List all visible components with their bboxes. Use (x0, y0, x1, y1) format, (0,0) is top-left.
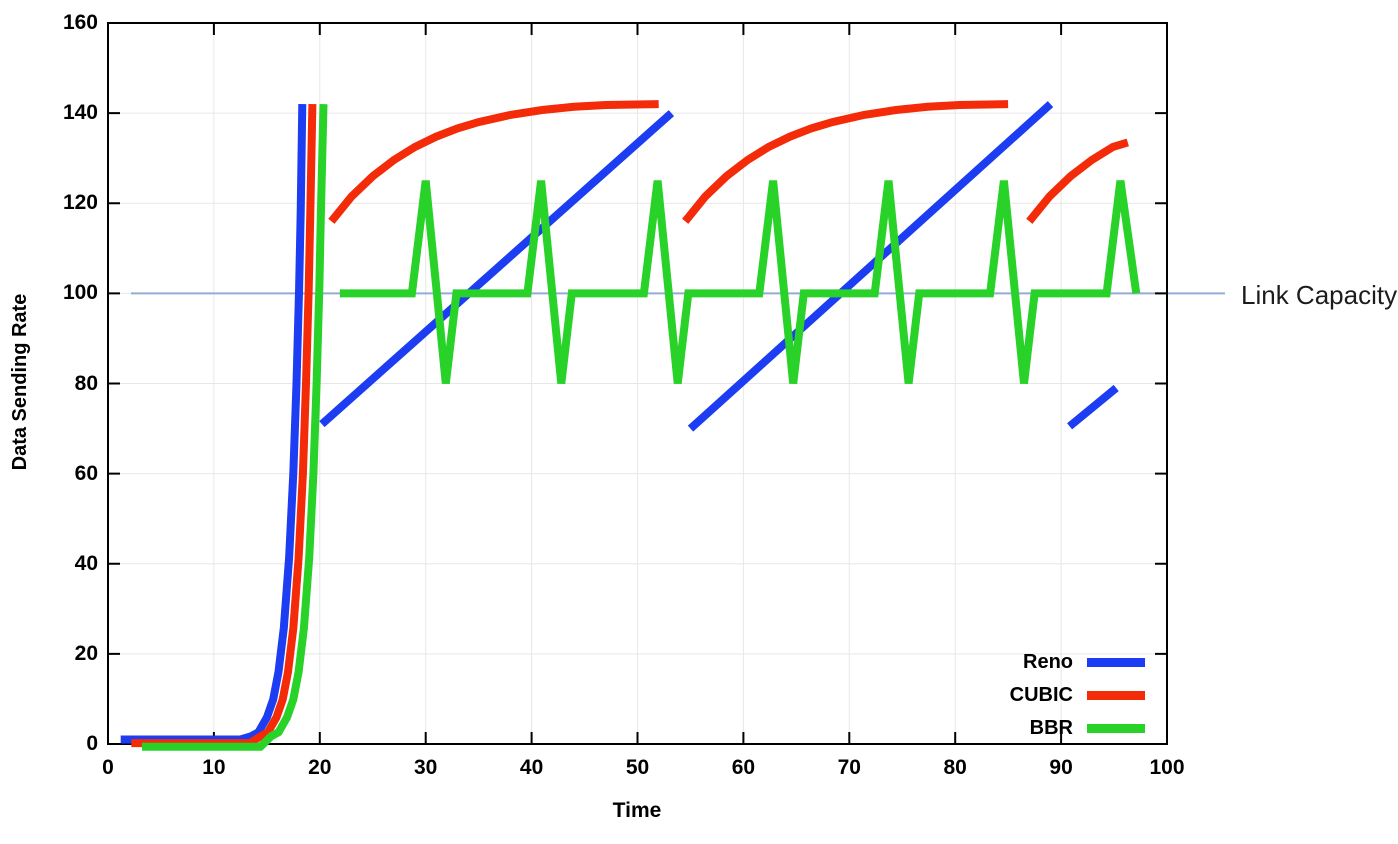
x-tick-label-40: 40 (519, 756, 544, 779)
x-tick-label-80: 80 (943, 756, 967, 779)
series-cubic-segment-1 (328, 100, 659, 224)
x-tick-label-100: 100 (1149, 756, 1185, 779)
x-tick-label-20: 20 (308, 756, 332, 779)
legend-swatch-bbr (1087, 724, 1145, 733)
x-tick-label-90: 90 (1049, 756, 1073, 779)
x-tick-label-0: 0 (102, 756, 114, 779)
y-tick-label-60: 60 (74, 461, 98, 485)
legend-label-bbr: BBR (1029, 717, 1073, 739)
y-tick-label-100: 100 (62, 281, 98, 305)
series-bbr-segment-0 (141, 104, 328, 751)
y-tick-label-20: 20 (74, 641, 98, 665)
series-cubic-segment-2 (682, 100, 1009, 224)
legend-swatch-cubic (1087, 691, 1145, 700)
y-tick-label-0: 0 (86, 732, 98, 755)
x-tick-label-10: 10 (202, 756, 226, 779)
y-tick-label-140: 140 (62, 101, 98, 125)
series-cubic-segment-3 (1026, 138, 1129, 224)
x-axis-title: Time (612, 799, 662, 822)
y-tick-label-40: 40 (74, 551, 98, 575)
y-tick-label-160: 160 (62, 11, 98, 34)
x-tick-label-70: 70 (837, 756, 861, 779)
y-tick-label-80: 80 (74, 371, 98, 395)
legend-label-cubic: CUBIC (1009, 684, 1073, 706)
series-cubic-segment-0 (131, 104, 317, 748)
series-reno-segment-1 (319, 110, 675, 428)
y-tick-label-120: 120 (62, 191, 98, 215)
legend-swatch-reno (1087, 658, 1145, 667)
legend: Reno CUBIC BBR (925, 646, 1145, 745)
legend-item-reno: Reno (925, 646, 1145, 679)
series-bbr-segment-1 (339, 180, 1141, 384)
series-reno-segment-2 (687, 101, 1054, 432)
link-capacity-label: Link Capacity (1241, 280, 1398, 310)
x-tick-label-30: 30 (414, 756, 438, 779)
series-reno-segment-3 (1067, 384, 1119, 430)
x-tick-label-50: 50 (625, 756, 650, 779)
x-tick-label-60: 60 (731, 756, 756, 779)
legend-label-reno: Reno (1023, 651, 1073, 673)
legend-item-cubic: CUBIC (925, 679, 1145, 712)
legend-item-bbr: BBR (925, 712, 1145, 745)
series-reno-segment-0 (120, 104, 307, 744)
